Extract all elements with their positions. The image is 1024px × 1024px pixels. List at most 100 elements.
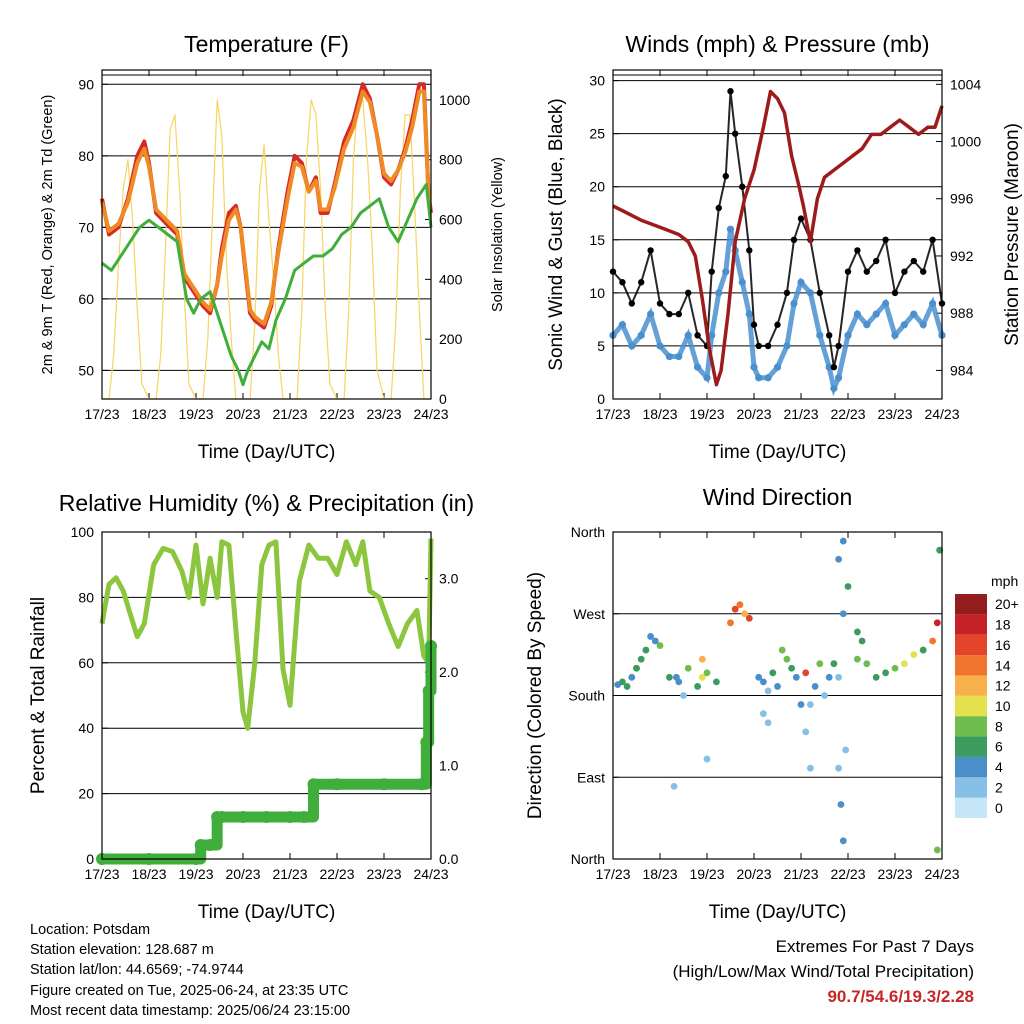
y-tick-label: 0 xyxy=(86,851,94,867)
recent-data-text: Most recent data timestamp: 2025/06/24 2… xyxy=(30,1002,351,1019)
chart-title: Wind Direction xyxy=(703,484,853,510)
x-tick-label: 19/23 xyxy=(178,406,213,422)
wind-direction-point xyxy=(736,601,744,609)
wind-direction-point xyxy=(647,633,654,640)
wind-direction-point xyxy=(633,664,640,672)
wind-direction-point xyxy=(755,673,763,681)
wind-direction-point xyxy=(821,692,828,699)
y-tick-label: 15 xyxy=(589,232,605,248)
wind-direction-point xyxy=(792,673,800,681)
wind-direction-point xyxy=(882,669,889,677)
wind-direction-point xyxy=(703,669,711,677)
series-total-precipitation-point xyxy=(331,778,343,791)
series-9m-t-line xyxy=(100,89,433,326)
wind-direction-point xyxy=(839,537,847,545)
chart-1: Temperature (F) 50 60 70 80 90 0 200 400 600 800 10… xyxy=(40,31,506,463)
wind-direction-point xyxy=(623,683,631,690)
y-tick-label: West xyxy=(573,606,605,622)
y2-tick-label: 3.0 xyxy=(439,571,459,587)
wind-direction-point xyxy=(656,642,664,649)
y-tick-label: 30 xyxy=(589,73,605,89)
y-axis-title: Sonic Wind & Gust (Blue, Black) xyxy=(546,98,567,370)
wind-direction-point xyxy=(680,692,687,699)
y-tick-label: 100 xyxy=(71,524,95,540)
x-tick-label: 19/23 xyxy=(178,866,213,882)
elevation-text: Station elevation: 128.687 m xyxy=(30,942,214,959)
colorbar-tick-label: 10 xyxy=(995,698,1011,714)
series-solar-insolation-line xyxy=(102,99,431,400)
wind-direction-point xyxy=(802,728,810,736)
series-total-precipitation-point xyxy=(420,736,433,749)
x-tick-label: 20/23 xyxy=(736,406,771,422)
wind-direction-point xyxy=(910,651,918,659)
colorbar-tick-label: 16 xyxy=(995,637,1011,653)
x-tick-label: 24/23 xyxy=(924,866,959,882)
series-station-pressure-line xyxy=(612,89,944,387)
wind-direction-point xyxy=(891,664,899,672)
series-total-precipitation-point xyxy=(194,838,207,851)
colorbar-tick-label: 12 xyxy=(995,678,1011,694)
colorbar-swatch xyxy=(955,614,987,635)
y2-tick-label: 988 xyxy=(950,305,974,321)
wind-direction-point xyxy=(741,610,748,618)
series-gust-line xyxy=(612,91,943,368)
colorbar-swatch xyxy=(955,797,987,818)
wind-direction-point xyxy=(844,583,852,590)
y2-axis-title: Solar Insolation (Yellow) xyxy=(490,157,506,312)
y-tick-label: 20 xyxy=(589,179,605,195)
wind-direction-point xyxy=(764,687,772,695)
x-tick-label: 18/23 xyxy=(131,406,166,422)
x-tick-label: 23/23 xyxy=(366,866,401,882)
series-total-precipitation-point xyxy=(260,810,273,823)
x-tick-label: 17/23 xyxy=(84,406,119,422)
x-tick-label: 21/23 xyxy=(783,406,818,422)
wind-direction-point xyxy=(628,673,636,681)
wind-direction-point xyxy=(839,837,847,845)
wind-direction-point xyxy=(713,678,720,686)
wind-direction-point xyxy=(854,628,861,636)
x-tick-label: 17/23 xyxy=(595,866,630,882)
y-tick-label: 0 xyxy=(597,391,605,407)
wind-direction-point xyxy=(842,746,850,754)
series-total-precipitation-point xyxy=(307,778,320,791)
y-tick-label: 70 xyxy=(78,219,94,235)
colorbar-swatch xyxy=(955,675,987,696)
y2-tick-label: 200 xyxy=(439,331,463,347)
y2-tick-label: 2.0 xyxy=(439,664,459,680)
colorbar-tick-label: 20+ xyxy=(995,596,1019,612)
y2-tick-label: 992 xyxy=(950,248,974,264)
chart-title: Temperature (F) xyxy=(184,31,349,57)
wind-direction-point xyxy=(901,660,908,668)
x-tick-label: 20/23 xyxy=(225,406,260,422)
wind-direction-point xyxy=(837,801,845,808)
wind-direction-point xyxy=(936,546,944,554)
wind-direction-point xyxy=(802,669,810,677)
wind-direction-point xyxy=(769,669,777,677)
wind-direction-point xyxy=(811,683,819,690)
x-tick-label: 24/23 xyxy=(413,406,448,422)
colorbar-tick-label: 2 xyxy=(995,779,1003,795)
x-tick-label: 22/23 xyxy=(830,866,865,882)
series-total-precipitation-point xyxy=(237,810,249,823)
wind-direction-point xyxy=(825,673,833,681)
wind-direction-point xyxy=(666,673,673,681)
wind-direction-point xyxy=(835,673,842,681)
y2-tick-label: 1.0 xyxy=(439,758,459,774)
y-axis-title: Percent & Total Rainfall xyxy=(28,597,49,794)
wind-direction-point xyxy=(694,683,701,690)
x-tick-label: 18/23 xyxy=(642,406,677,422)
x-tick-label: 19/23 xyxy=(689,866,724,882)
x-tick-label: 24/23 xyxy=(413,866,448,882)
plot-frame xyxy=(612,69,943,400)
chart-3: Relative Humidity (%) & Precipitation (i… xyxy=(28,490,474,923)
station-info: Location: Potsdam Station elevation: 128… xyxy=(30,920,350,1021)
extremes-values: 90.7/54.6/19.3/2.28 xyxy=(827,987,974,1006)
colorbar-tick-label: 18 xyxy=(995,617,1011,633)
wind-direction-point xyxy=(858,637,866,645)
x-tick-label: 22/23 xyxy=(319,866,354,882)
plot-frame xyxy=(101,69,432,400)
y2-tick-label: 600 xyxy=(439,212,463,228)
x-tick-label: 20/23 xyxy=(736,866,771,882)
location-text: Location: Potsdam xyxy=(30,922,151,938)
x-tick-label: 22/23 xyxy=(319,406,354,422)
